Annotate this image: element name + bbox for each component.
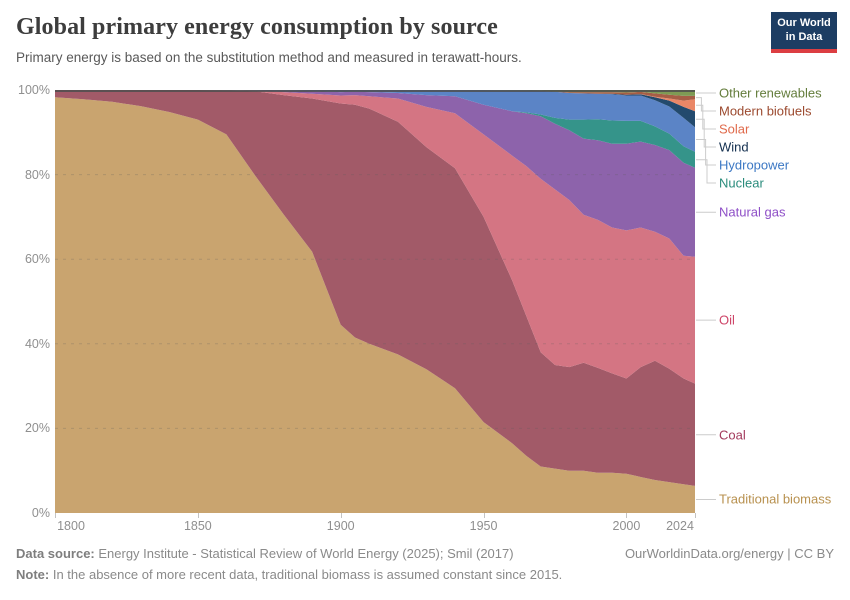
license-text[interactable]: OurWorldinData.org/energy | CC BY <box>624 546 834 561</box>
legend-item-other-renewables[interactable]: Other renewables <box>719 85 822 101</box>
area-oil[interactable] <box>55 90 695 384</box>
legend-connector-modern-biofuels <box>696 97 716 112</box>
owid-logo[interactable]: Our World in Data <box>771 12 837 53</box>
x-tick-label-1850: 1850 <box>183 519 212 533</box>
x-tick-label-2024: 2024 <box>666 519 694 533</box>
x-tick-label-1900: 1900 <box>326 519 355 533</box>
x-tick-mark-2024 <box>695 513 696 518</box>
y-tick-label-0: 0% <box>31 506 50 520</box>
data-source-text: Energy Institute - Statistical Review of… <box>94 546 514 561</box>
legend-item-natural-gas[interactable]: Natural gas <box>719 204 786 220</box>
x-tick-label-1950: 1950 <box>469 519 498 533</box>
x-tick-mark-1950 <box>483 513 485 518</box>
area-traditional-biomass[interactable] <box>55 97 695 513</box>
x-tick-mark-1800 <box>55 513 56 518</box>
stacked-area-plot[interactable] <box>55 90 695 513</box>
legend-connector-nuclear <box>696 159 716 184</box>
legend-item-oil[interactable]: Oil <box>719 312 735 328</box>
legend-item-solar[interactable]: Solar <box>719 121 750 137</box>
legend-item-hydropower[interactable]: Hydropower <box>719 157 790 173</box>
area-hydropower[interactable] <box>55 90 695 152</box>
x-tick-mark-1900 <box>340 513 342 518</box>
chart-subtitle: Primary energy is based on the substitut… <box>16 50 522 65</box>
owid-logo-line1: Our World <box>777 16 831 29</box>
area-nuclear[interactable] <box>55 90 695 168</box>
legend-item-traditional-biomass[interactable]: Traditional biomass <box>719 491 832 507</box>
y-tick-label-20: 20% <box>24 421 50 436</box>
x-tick-label-1800: 1800 <box>57 519 85 533</box>
y-tick-label-60: 60% <box>24 252 50 267</box>
x-tick-label-2000: 2000 <box>612 519 641 533</box>
y-tick-label-80: 80% <box>24 167 50 182</box>
area-coal[interactable] <box>55 90 695 486</box>
legend-item-nuclear[interactable]: Nuclear <box>719 175 764 191</box>
note-line: Note: In the absence of more recent data… <box>16 567 562 582</box>
legend-connector-wind <box>696 118 716 148</box>
y-tick-label-100: 100% <box>18 83 50 97</box>
legend-connector-hydropower <box>696 139 716 166</box>
data-source-line: Data source: Energy Institute - Statisti… <box>16 546 514 561</box>
legend-item-coal[interactable]: Coal <box>719 427 746 443</box>
legend-item-modern-biofuels[interactable]: Modern biofuels <box>719 103 812 119</box>
note-label: Note: <box>16 567 50 582</box>
x-tick-mark-2000 <box>626 513 628 518</box>
x-tick-mark-1850 <box>197 513 199 518</box>
y-tick-label-40: 40% <box>24 336 50 351</box>
data-source-label: Data source: <box>16 546 95 561</box>
note-text: In the absence of more recent data, trad… <box>49 567 563 582</box>
owid-logo-line2: in Data <box>785 30 823 43</box>
page-title: Global primary energy consumption by sou… <box>16 14 498 40</box>
legend-item-wind[interactable]: Wind <box>719 139 749 155</box>
legend-connector-lines <box>696 92 716 500</box>
legend-connector-solar <box>696 104 716 130</box>
area-natural-gas[interactable] <box>55 90 695 257</box>
